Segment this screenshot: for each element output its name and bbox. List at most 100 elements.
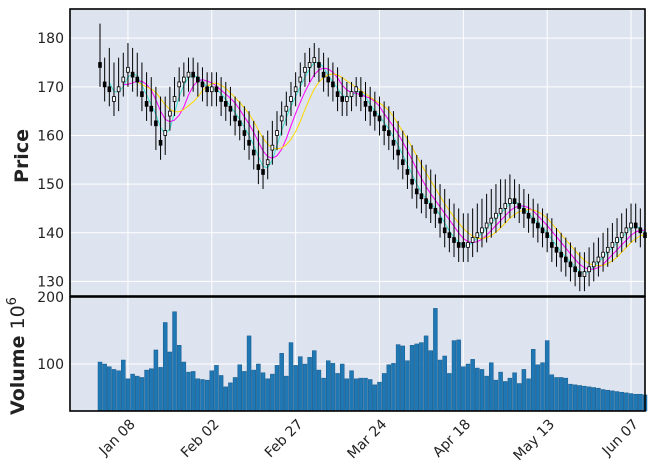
candle-body (531, 217, 536, 224)
volume-bar (428, 350, 433, 412)
volume-bar (367, 379, 373, 412)
candle-body (447, 232, 452, 239)
candle-body (382, 125, 386, 132)
volume-bar (279, 353, 284, 412)
candle-body (214, 86, 219, 93)
volume-bar (633, 393, 638, 412)
candle-body (568, 261, 573, 268)
volume-bar (363, 377, 368, 412)
candle-body (610, 242, 615, 248)
volume-bar (423, 335, 429, 412)
candle-body (517, 203, 522, 209)
volume-tick-label: 200 (37, 290, 64, 306)
candle-body (317, 62, 321, 68)
candle-body (265, 159, 270, 166)
candle-body (470, 237, 475, 243)
volume-bar (591, 387, 596, 412)
candle-body (284, 105, 289, 112)
volume-bar (228, 382, 233, 412)
candle-body (335, 91, 340, 97)
volume-bar (139, 377, 145, 412)
candle-body (484, 222, 489, 229)
candle-body (107, 86, 112, 93)
candle-body (135, 76, 140, 83)
candle-body (130, 71, 135, 78)
volume-bar (130, 373, 135, 412)
date-tick-label: Jun 07 (599, 417, 642, 460)
candle-body (191, 71, 195, 78)
volume-bar (121, 359, 126, 412)
volume-bar (270, 373, 275, 412)
candle-body (275, 130, 279, 136)
volume-bar (596, 387, 601, 412)
candle-body (237, 120, 242, 127)
candle-body (298, 76, 303, 83)
candle-body (624, 227, 629, 234)
candle-body (601, 251, 605, 258)
volume-bar (321, 377, 326, 412)
candle-body (321, 71, 326, 78)
volume-bar (256, 363, 261, 412)
volume-bar (232, 377, 238, 412)
volume-bar (312, 350, 317, 412)
date-tick-label: Jan 08 (96, 417, 139, 460)
volume-bar (600, 389, 606, 412)
volume-axis-exponent: 10 (7, 305, 29, 329)
price-y-ticks: 130 140 150 160 170 180 (37, 31, 64, 290)
candle-body (540, 227, 545, 234)
volume-panel-frame (69, 296, 646, 412)
candle-body (368, 105, 372, 112)
volume-bar (274, 365, 280, 412)
volume-bar (544, 340, 550, 412)
candle-body (98, 62, 102, 68)
volume-bar (111, 369, 117, 412)
candle-body (168, 110, 172, 117)
candle-body (172, 96, 177, 102)
candle-body (186, 71, 191, 78)
volume-bar (582, 385, 587, 412)
candles (98, 23, 647, 292)
candle-body (550, 242, 554, 248)
volume-axis-label: Volume 106 (5, 297, 29, 415)
candle-body (577, 271, 582, 277)
candle-body (200, 81, 205, 88)
volume-bar (419, 342, 424, 412)
volume-bar (349, 370, 354, 412)
volume-bar (204, 379, 210, 412)
candle-body (387, 130, 391, 136)
price-tick-label: 180 (37, 31, 64, 47)
candle-body (605, 246, 610, 253)
volume-bar (540, 362, 545, 412)
volume-bar (326, 360, 331, 412)
candle-body (154, 120, 158, 127)
volume-bar (144, 369, 149, 412)
candle-body (219, 96, 223, 102)
date-tick-label: Mar 24 (345, 416, 391, 462)
candle-body (512, 198, 517, 204)
volume-bar (167, 351, 173, 412)
candle-body (126, 66, 130, 73)
volume-bar (563, 377, 569, 412)
candle-body (456, 242, 461, 248)
candle-body (293, 86, 298, 93)
volume-bar (489, 362, 494, 412)
date-tick-label: Feb 02 (178, 417, 223, 462)
candle-body (442, 227, 447, 234)
candle-body (158, 139, 163, 146)
candle-body (489, 217, 494, 224)
volume-bar (223, 386, 228, 412)
candle-body (419, 193, 424, 200)
candle-body (307, 62, 312, 68)
volume-bar (251, 369, 256, 412)
candle-body (494, 212, 498, 219)
candle-body (396, 149, 400, 156)
volume-bar (498, 371, 503, 412)
volume-bar (512, 372, 517, 412)
volume-bar (172, 311, 177, 412)
candle-body (503, 203, 508, 209)
volume-bar (288, 342, 294, 412)
volume-bar (316, 369, 322, 412)
candle-body (289, 96, 293, 102)
candle-body (633, 222, 638, 229)
